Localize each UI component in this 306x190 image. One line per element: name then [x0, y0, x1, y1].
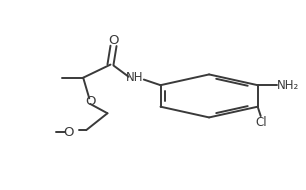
- Text: Cl: Cl: [255, 116, 267, 129]
- Text: NH: NH: [126, 71, 144, 84]
- Text: O: O: [63, 126, 74, 139]
- Text: NH₂: NH₂: [277, 79, 299, 92]
- Text: O: O: [85, 95, 96, 108]
- Text: O: O: [108, 34, 119, 47]
